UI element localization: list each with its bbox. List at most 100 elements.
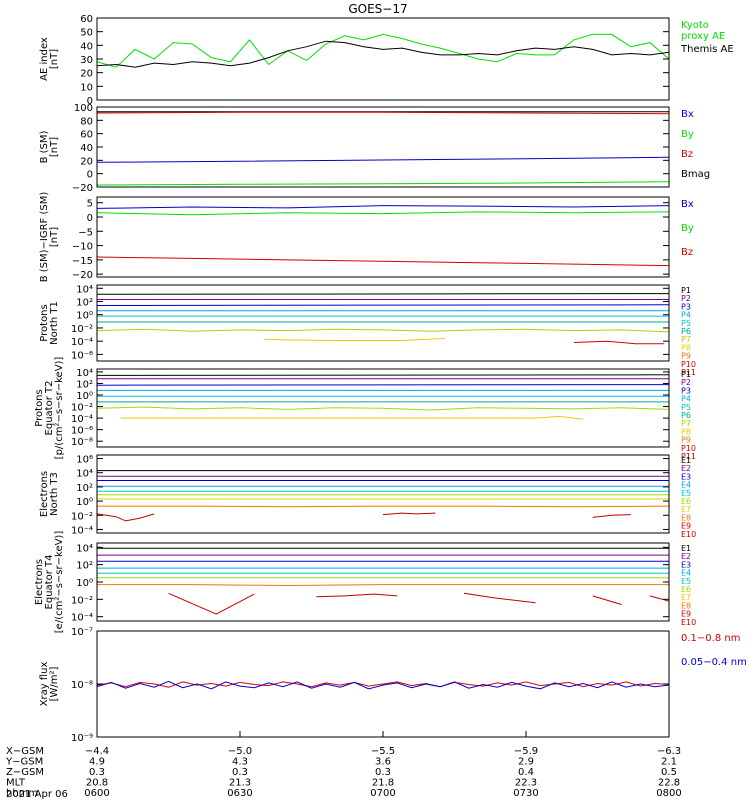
- legend-label: E8: [681, 513, 691, 522]
- legend-label: P3: [681, 386, 691, 395]
- y-tick-label: 10⁻⁸: [71, 680, 93, 691]
- legend-label: By: [681, 129, 694, 140]
- legend-label: E9: [681, 522, 691, 531]
- y-tick-label: 0: [87, 213, 93, 224]
- orbit-cell: 0600: [84, 788, 109, 799]
- legend-label: Bx: [681, 109, 694, 120]
- series-group: [97, 205, 669, 267]
- y-axis-label: AE index [nT]: [39, 37, 60, 81]
- legend-label: E3: [681, 472, 691, 481]
- y-tick-label: 100: [74, 103, 93, 114]
- legend-label: P2: [681, 378, 691, 387]
- legend-label: P11: [681, 368, 696, 377]
- y-tick-label: 40: [80, 41, 93, 52]
- y-tick-label: 10⁰: [76, 391, 93, 402]
- series-group: [97, 33, 669, 68]
- y-axis-label: Protons Equator T2 [p/(cm²−s−sr−keV)]: [34, 357, 65, 460]
- y-axis-label: Electrons North T3: [39, 471, 60, 517]
- orbit-cell: −5.0: [228, 746, 252, 757]
- series-line-e10e: [649, 595, 669, 602]
- y-axis-label-line: Equator T4: [44, 555, 55, 610]
- y-tick-label: 50: [80, 28, 93, 39]
- series-line-p1: [97, 293, 669, 295]
- y-tick-label: −20: [72, 270, 93, 281]
- series-line-by: [97, 211, 669, 216]
- series-line-p8: [120, 415, 584, 420]
- legend-label: P2: [681, 294, 691, 303]
- series-line-0-1-0-8-nm: [97, 681, 669, 688]
- series-group: [97, 293, 669, 345]
- y-tick-label: 10⁻⁴: [71, 525, 93, 536]
- y-tick-label: 20: [80, 156, 93, 167]
- legend-label: E6: [681, 497, 691, 506]
- legend-label: E10: [681, 530, 696, 539]
- orbit-cell: 2.1: [661, 757, 677, 768]
- orbit-cell: 0630: [227, 788, 252, 799]
- series-line-bz: [97, 111, 669, 115]
- y-tick-label: 10⁻⁶: [71, 426, 93, 437]
- legend-label: P7: [681, 419, 691, 428]
- panel-frame: [96, 368, 670, 448]
- legend-label: P5: [681, 403, 691, 412]
- series-line-e8: [97, 505, 669, 508]
- legend-label: P8: [681, 343, 691, 352]
- legend-label: Bmag: [681, 169, 710, 180]
- panel-frame: [96, 284, 670, 362]
- panel-frame: [96, 106, 670, 188]
- y-tick-label: 10⁻⁷: [71, 627, 93, 638]
- panel-frame: [96, 454, 670, 534]
- legend-label: P9: [681, 436, 691, 445]
- legend-label: P11: [681, 452, 696, 461]
- y-tick-label: 10⁴: [76, 368, 93, 379]
- panel-xray: 10⁻⁷ 10⁻⁸ 10⁻⁹ Xray flux [W/m²] 0.1−0.8 nm 0.0…: [39, 627, 747, 744]
- y-tick-label: 10⁻⁸: [71, 437, 93, 448]
- y-tick-label: −5: [78, 227, 93, 238]
- series-line-by: [97, 181, 669, 186]
- y-tick-label: 10²: [76, 483, 93, 494]
- legend-label: Themis AE: [680, 44, 734, 55]
- y-axis-label: Protons North T1: [39, 301, 60, 345]
- y-tick-label: 10⁰: [76, 311, 93, 322]
- series-line-p10: [573, 340, 665, 345]
- y-tick-label: 10⁻²: [71, 403, 93, 414]
- panel-bsm: 100 80 60 40 20 0 −20 B (SM) [nT] Bx By Bz Bmag: [39, 103, 710, 194]
- y-tick-label: −20: [72, 183, 93, 194]
- y-axis-label-line: Electrons: [39, 471, 50, 517]
- orbit-cell: 2.9: [518, 757, 534, 768]
- y-tick-label: 60: [80, 130, 93, 141]
- legend-label: E7: [681, 505, 691, 514]
- legend-label: By: [681, 223, 694, 234]
- orbit-cell: −5.9: [514, 746, 538, 757]
- series-line-bz: [97, 256, 669, 267]
- legend-label: P3: [681, 302, 691, 311]
- orbit-cell: 21.8: [372, 778, 394, 789]
- y-axis-label-line: Protons: [39, 304, 50, 341]
- legend-label: Kyoto: [681, 20, 709, 31]
- y-tick-label: 10⁻²: [71, 595, 93, 606]
- y-axis-label-line: Xray flux: [39, 662, 50, 707]
- series-line-e10: [97, 513, 155, 522]
- series-group: [97, 111, 669, 186]
- y-axis-label-line: [p/(cm²−s−sr−keV)]: [54, 357, 65, 460]
- series-line-p7: [97, 328, 669, 333]
- y-tick-label: 0: [87, 170, 93, 181]
- orbit-cell: −4.4: [85, 746, 109, 757]
- orbit-cell: 20.8: [86, 778, 108, 789]
- legend-label: E1: [681, 544, 691, 553]
- orbit-row-label: MLT: [6, 778, 26, 789]
- y-tick-label: 10⁴: [76, 469, 93, 480]
- orbit-cell: 0700: [370, 788, 395, 799]
- legend-label: P9: [681, 352, 691, 361]
- series-line-themis-ae: [97, 40, 669, 68]
- legend-label: Bz: [681, 247, 693, 258]
- legend-label: Bx: [681, 199, 694, 210]
- series-line-p8: [263, 338, 446, 341]
- legend-label: E4: [681, 569, 691, 578]
- series-line-e10c: [592, 514, 631, 518]
- legend-label: E4: [681, 481, 691, 490]
- series-group: [97, 374, 669, 420]
